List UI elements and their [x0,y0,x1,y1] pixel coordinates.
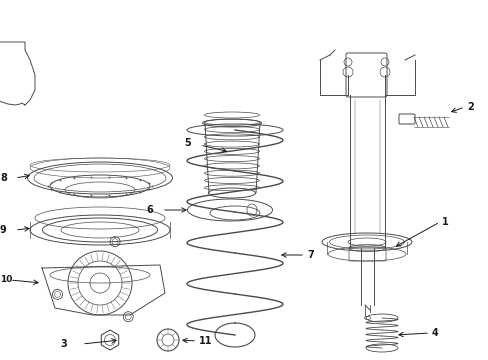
Text: 7: 7 [306,250,313,260]
Text: 2: 2 [466,102,473,112]
Text: 10: 10 [0,275,12,284]
Text: 6: 6 [146,205,152,215]
Text: 9: 9 [0,225,7,235]
Text: 11: 11 [199,336,212,346]
Text: 5: 5 [183,138,190,148]
Text: 3: 3 [60,339,67,349]
Text: 4: 4 [431,328,438,338]
Text: 1: 1 [441,217,448,227]
Text: 8: 8 [0,173,7,183]
